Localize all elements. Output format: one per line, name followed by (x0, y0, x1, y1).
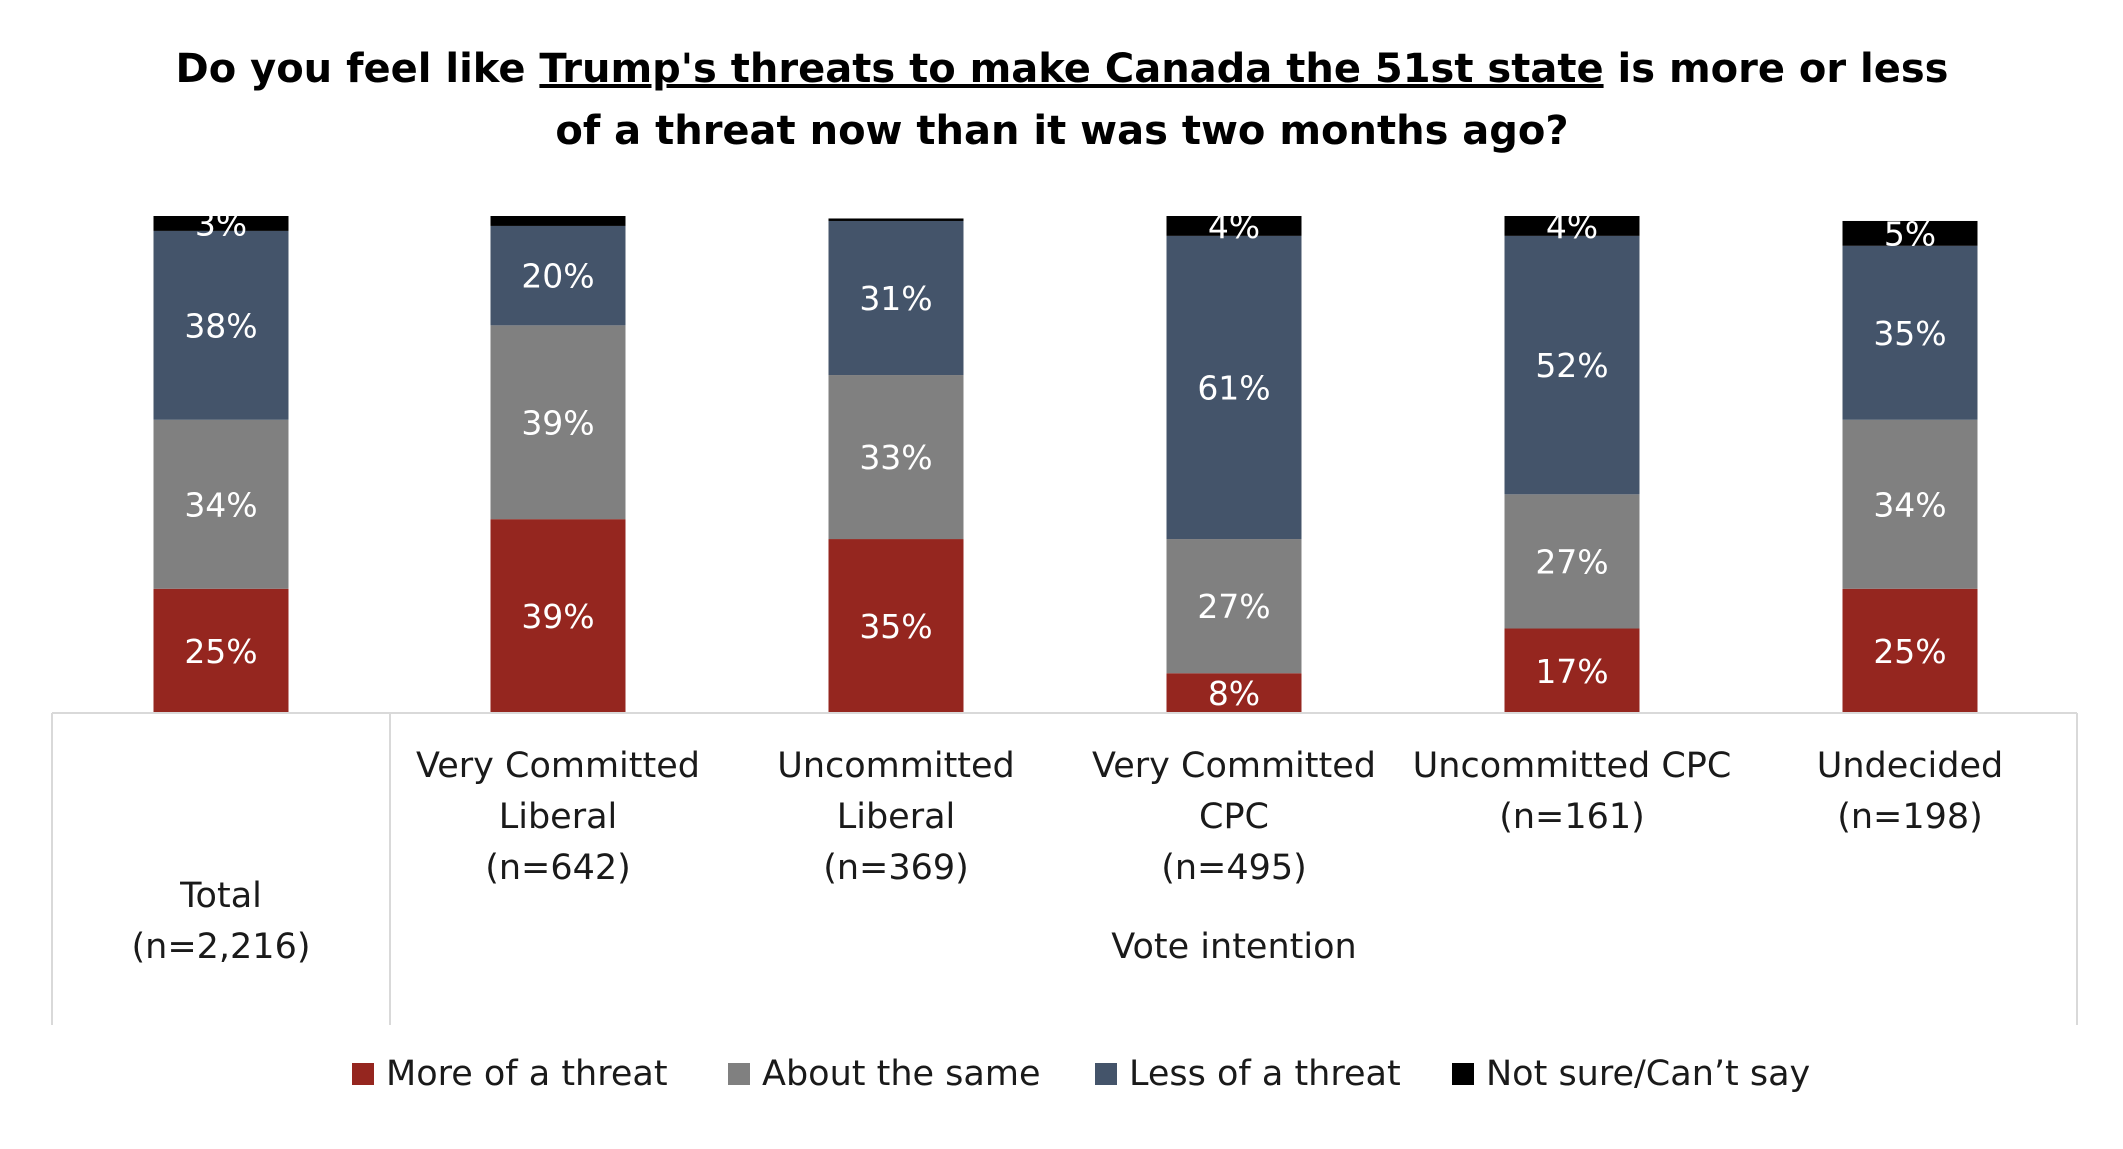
bar-segment-0-5 (1842, 588, 1978, 713)
data-label-1-5: 34% (1873, 485, 1946, 524)
bar-segment-3-5 (1842, 220, 1978, 246)
bar-segment-1-3 (1166, 539, 1302, 674)
chart-title: Do you feel like Trump's threats to make… (176, 46, 1949, 154)
data-label-3-0: 3% (195, 204, 247, 243)
data-label-3-4: 4% (1546, 207, 1598, 246)
data-label-2-0: 38% (184, 306, 257, 345)
data-label-2-1: 20% (521, 257, 594, 296)
legend-swatch-1 (728, 1063, 750, 1085)
legend-label-2: Less of a threat (1129, 1054, 1401, 1094)
bar-segment-0-2 (828, 539, 964, 713)
data-label-0-1: 39% (521, 597, 594, 636)
bar-segment-3-2 (828, 218, 964, 221)
category-label-1-line-2: (n=642) (485, 848, 631, 888)
bar-segment-2-4 (1504, 235, 1640, 495)
data-label-1-4: 27% (1535, 542, 1608, 581)
legend-label-0: More of a threat (386, 1054, 668, 1094)
legend-label-3: Not sure/Can’t say (1486, 1054, 1810, 1094)
category-label-3-line-1: CPC (1199, 797, 1269, 837)
category-label-0-line-0: Total (179, 876, 262, 916)
bar-segment-3-4 (1504, 216, 1640, 236)
bar-segment-0-1 (490, 519, 626, 713)
data-label-1-2: 33% (859, 438, 932, 477)
bar-segment-2-2 (828, 220, 964, 376)
bar-segment-1-4 (1504, 494, 1640, 629)
category-label-4-line-1: (n=161) (1499, 797, 1645, 837)
bar-segment-2-3 (1166, 235, 1302, 540)
data-label-0-4: 17% (1535, 652, 1608, 691)
data-label-0-2: 35% (859, 607, 932, 646)
bar-segment-1-2 (828, 375, 964, 540)
data-label-0-3: 8% (1208, 674, 1260, 713)
legend-swatch-0 (352, 1063, 374, 1085)
bar-segment-2-5 (1842, 245, 1978, 420)
bar-segment-2-1 (490, 225, 626, 326)
bar-segment-3-0 (153, 216, 289, 231)
group-label-vote-intention: Vote intention (1111, 927, 1356, 967)
data-label-0-0: 25% (184, 632, 257, 671)
bar-segment-3-3 (1166, 216, 1302, 236)
category-label-5-line-1: (n=198) (1837, 797, 1983, 837)
category-label-3-line-2: (n=495) (1161, 848, 1307, 888)
category-label-2-line-1: Liberal (837, 797, 956, 837)
bar-segment-1-5 (1842, 419, 1978, 589)
category-label-4-line-0: Uncommitted CPC (1413, 746, 1732, 786)
legend-label-1: About the same (762, 1054, 1040, 1094)
category-label-1-line-1: Liberal (499, 797, 618, 837)
data-label-1-3: 27% (1197, 587, 1270, 626)
data-label-2-2: 31% (859, 279, 932, 318)
legend-swatch-3 (1452, 1063, 1474, 1085)
bar-segment-0-0 (153, 588, 289, 713)
chart-title-line-2: of a threat now than it was two months a… (555, 108, 1568, 154)
bar-segment-3-1 (490, 216, 626, 226)
bar-segment-2-0 (153, 230, 289, 420)
category-axis-table: Total (n=2,216) Very Committed Liberal (n=64… (51, 712, 2078, 1025)
category-label-5-line-0: Undecided (1817, 746, 2003, 786)
bar-segment-1-1 (490, 325, 626, 520)
category-label-2-line-2: (n=369) (823, 848, 969, 888)
bar-segment-0-4 (1504, 628, 1640, 713)
legend-swatch-2 (1095, 1063, 1117, 1085)
category-label-1-line-0: Very Committed (416, 746, 700, 786)
data-label-2-5: 35% (1873, 314, 1946, 353)
bar-segment-1-0 (153, 419, 289, 589)
data-label-2-4: 52% (1535, 346, 1608, 385)
category-label-2-line-0: Uncommitted (777, 746, 1015, 786)
data-label-3-5: 5% (1884, 214, 1936, 253)
category-label-3-line-0: Very Committed (1092, 746, 1376, 786)
bars-area: 25% 34% 38% 3% 39% 39% 20% 35% 33% 31% 8% 27% 61% 4% 1… (153, 204, 1978, 713)
chart-title-line-1: Do you feel like Trump's threats to make… (176, 46, 1949, 92)
chart-title-underlined: Trump's threats to make Canada the 51st … (539, 46, 1603, 92)
data-label-3-3: 4% (1208, 207, 1260, 246)
legend: More of a threat About the same Less of a … (352, 1054, 1810, 1094)
data-label-0-5: 25% (1873, 632, 1946, 671)
data-label-1-0: 34% (184, 485, 257, 524)
data-label-2-3: 61% (1197, 368, 1270, 407)
data-label-1-1: 39% (521, 403, 594, 442)
bar-segment-0-3 (1166, 673, 1302, 713)
category-label-0-line-1: (n=2,216) (131, 927, 310, 967)
